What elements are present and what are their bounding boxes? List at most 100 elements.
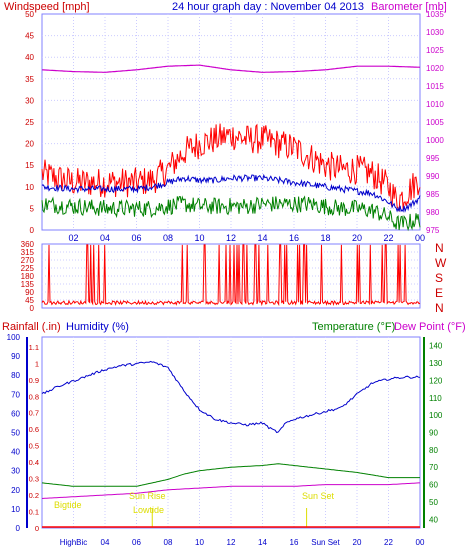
humidity-tick-label: 30 [11, 467, 20, 476]
humidity-tick-label: 100 [7, 333, 21, 342]
panel1-x-tick-label: 16 [289, 233, 299, 243]
humidity-axis-title: Humidity (%) [66, 321, 129, 333]
annotation-sunrise: Sun Rise [129, 491, 166, 501]
panel1-x-tick-label: 10 [194, 233, 204, 243]
barometer-tick-label: 1025 [426, 46, 444, 55]
panel3-x-tick-label: 12 [227, 538, 236, 547]
series-line-dew_point [41, 482, 420, 499]
panel3-x-tick-label: 00 [416, 538, 425, 547]
panel3-x-tick-label: 14 [258, 538, 267, 547]
panel3-x-tick-label: 16 [290, 538, 299, 547]
panel1-x-tick-label: 06 [131, 233, 141, 243]
windspeed-tick-label: 15 [25, 161, 34, 170]
rainfall-tick-label: 0.9 [29, 376, 39, 385]
barometer-tick-label: 1005 [426, 118, 444, 127]
series-line-wind [41, 195, 421, 232]
series-line-gust [41, 123, 421, 213]
barometer-tick-label: 1035 [426, 10, 444, 19]
annotation-sunset: Sun Set [302, 491, 335, 501]
windspeed-tick-label: 40 [25, 53, 34, 62]
rainfall-tick-label: 0.4 [29, 458, 39, 467]
barometer-tick-label: 975 [426, 226, 440, 235]
temperature-tick-label: 120 [429, 376, 443, 385]
annotation-lowtide: Lowtide [133, 505, 164, 515]
temperature-tick-label: 60 [429, 481, 438, 490]
barometer-tick-label: 1030 [426, 28, 444, 37]
panel3-x-tick-label: 10 [195, 538, 204, 547]
humidity-tick-label: 0 [16, 524, 21, 533]
series-line-direction [41, 244, 421, 307]
direction-tick-label: 225 [21, 264, 35, 273]
temperature-tick-label: 110 [429, 394, 442, 403]
direction-tick-label: 180 [21, 272, 35, 281]
barometer-tick-label: 1010 [426, 100, 444, 109]
windspeed-tick-label: 50 [25, 10, 34, 19]
rainfall-tick-label: 0 [35, 524, 39, 533]
compass-letter-2: S [435, 271, 443, 285]
temperature-tick-label: 80 [429, 446, 438, 455]
rainfall-tick-label: 0.8 [29, 392, 39, 401]
humidity-tick-label: 40 [11, 448, 20, 457]
panel3-x-tick-label: 04 [101, 538, 110, 547]
rainfall-axis-title: Rainfall (.in) [2, 321, 61, 333]
humidity-tick-label: 60 [11, 409, 20, 418]
panel1-x-tick-label: 08 [163, 233, 173, 243]
panel1-x-tick-label: 22 [383, 233, 393, 243]
rainfall-tick-label: 0.2 [29, 491, 39, 500]
panel3-x-tick-label: 06 [132, 538, 141, 547]
series-line-temperature [41, 463, 420, 487]
windspeed-tick-label: 10 [25, 183, 34, 192]
rainfall-tick-label: 1 [35, 359, 39, 368]
panel1-x-tick-label: 02 [68, 233, 78, 243]
panel1-x-tick-label: 04 [100, 233, 110, 243]
barometer-tick-label: 1015 [426, 82, 444, 91]
data-layer [41, 64, 421, 528]
direction-tick-label: 360 [21, 240, 35, 249]
series-line-humidity [41, 360, 421, 434]
temperature-tick-label: 140 [429, 342, 443, 351]
windspeed-axis-title: Windspeed [mph] [4, 1, 90, 13]
temperature-tick-label: 90 [429, 429, 438, 438]
direction-tick-label: 0 [30, 304, 35, 313]
direction-tick-label: 135 [21, 280, 35, 289]
panel3-x-tick-label: 08 [164, 538, 173, 547]
windspeed-tick-label: 30 [25, 96, 34, 105]
barometer-axis-title: Barometer [mb] [371, 1, 447, 13]
windspeed-tick-label: 45 [25, 32, 34, 41]
series-line-barometer [41, 64, 421, 73]
windspeed-tick-label: 35 [25, 75, 34, 84]
temperature-tick-label: 130 [429, 359, 443, 368]
panel1-x-tick-label: 12 [226, 233, 236, 243]
chart-title: 24 hour graph day : November 04 2013 [172, 1, 364, 13]
panel1-x-tick-label: 20 [352, 233, 362, 243]
windspeed-tick-label: 20 [25, 140, 34, 149]
compass-letter-4: N [435, 301, 444, 315]
humidity-tick-label: 90 [11, 352, 20, 361]
panel3-x-tick-label: 20 [353, 538, 362, 547]
temperature-tick-label: 70 [429, 463, 438, 472]
windspeed-tick-label: 25 [25, 118, 34, 127]
compass-letter-1: W [435, 256, 447, 270]
series-line-average [41, 173, 421, 213]
annotation-bigtide: Bigtide [54, 500, 82, 510]
rainfall-tick-label: 0.1 [29, 508, 39, 517]
rainfall-tick-label: 0.3 [29, 475, 39, 484]
temperature-tick-label: 40 [429, 515, 438, 524]
panel1-x-tick-label: 18 [320, 233, 330, 243]
windspeed-tick-label: 0 [30, 226, 35, 235]
direction-tick-label: 315 [21, 248, 35, 257]
panel1-x-tick-label: 14 [257, 233, 267, 243]
temperature-axis-title: Temperature (°F) [312, 321, 395, 333]
humidity-tick-label: 10 [11, 505, 20, 514]
humidity-tick-label: 80 [11, 371, 20, 380]
panel1-x-tick-label: 00 [415, 233, 425, 243]
temperature-tick-label: 50 [429, 498, 438, 507]
humidity-tick-label: 50 [11, 429, 20, 438]
humidity-tick-label: 20 [11, 486, 20, 495]
barometer-tick-label: 995 [426, 154, 440, 163]
temperature-tick-label: 100 [429, 411, 443, 420]
panel3-x-tick-label: HighBic [60, 538, 88, 547]
panel3-x-tick-label: 22 [384, 538, 393, 547]
